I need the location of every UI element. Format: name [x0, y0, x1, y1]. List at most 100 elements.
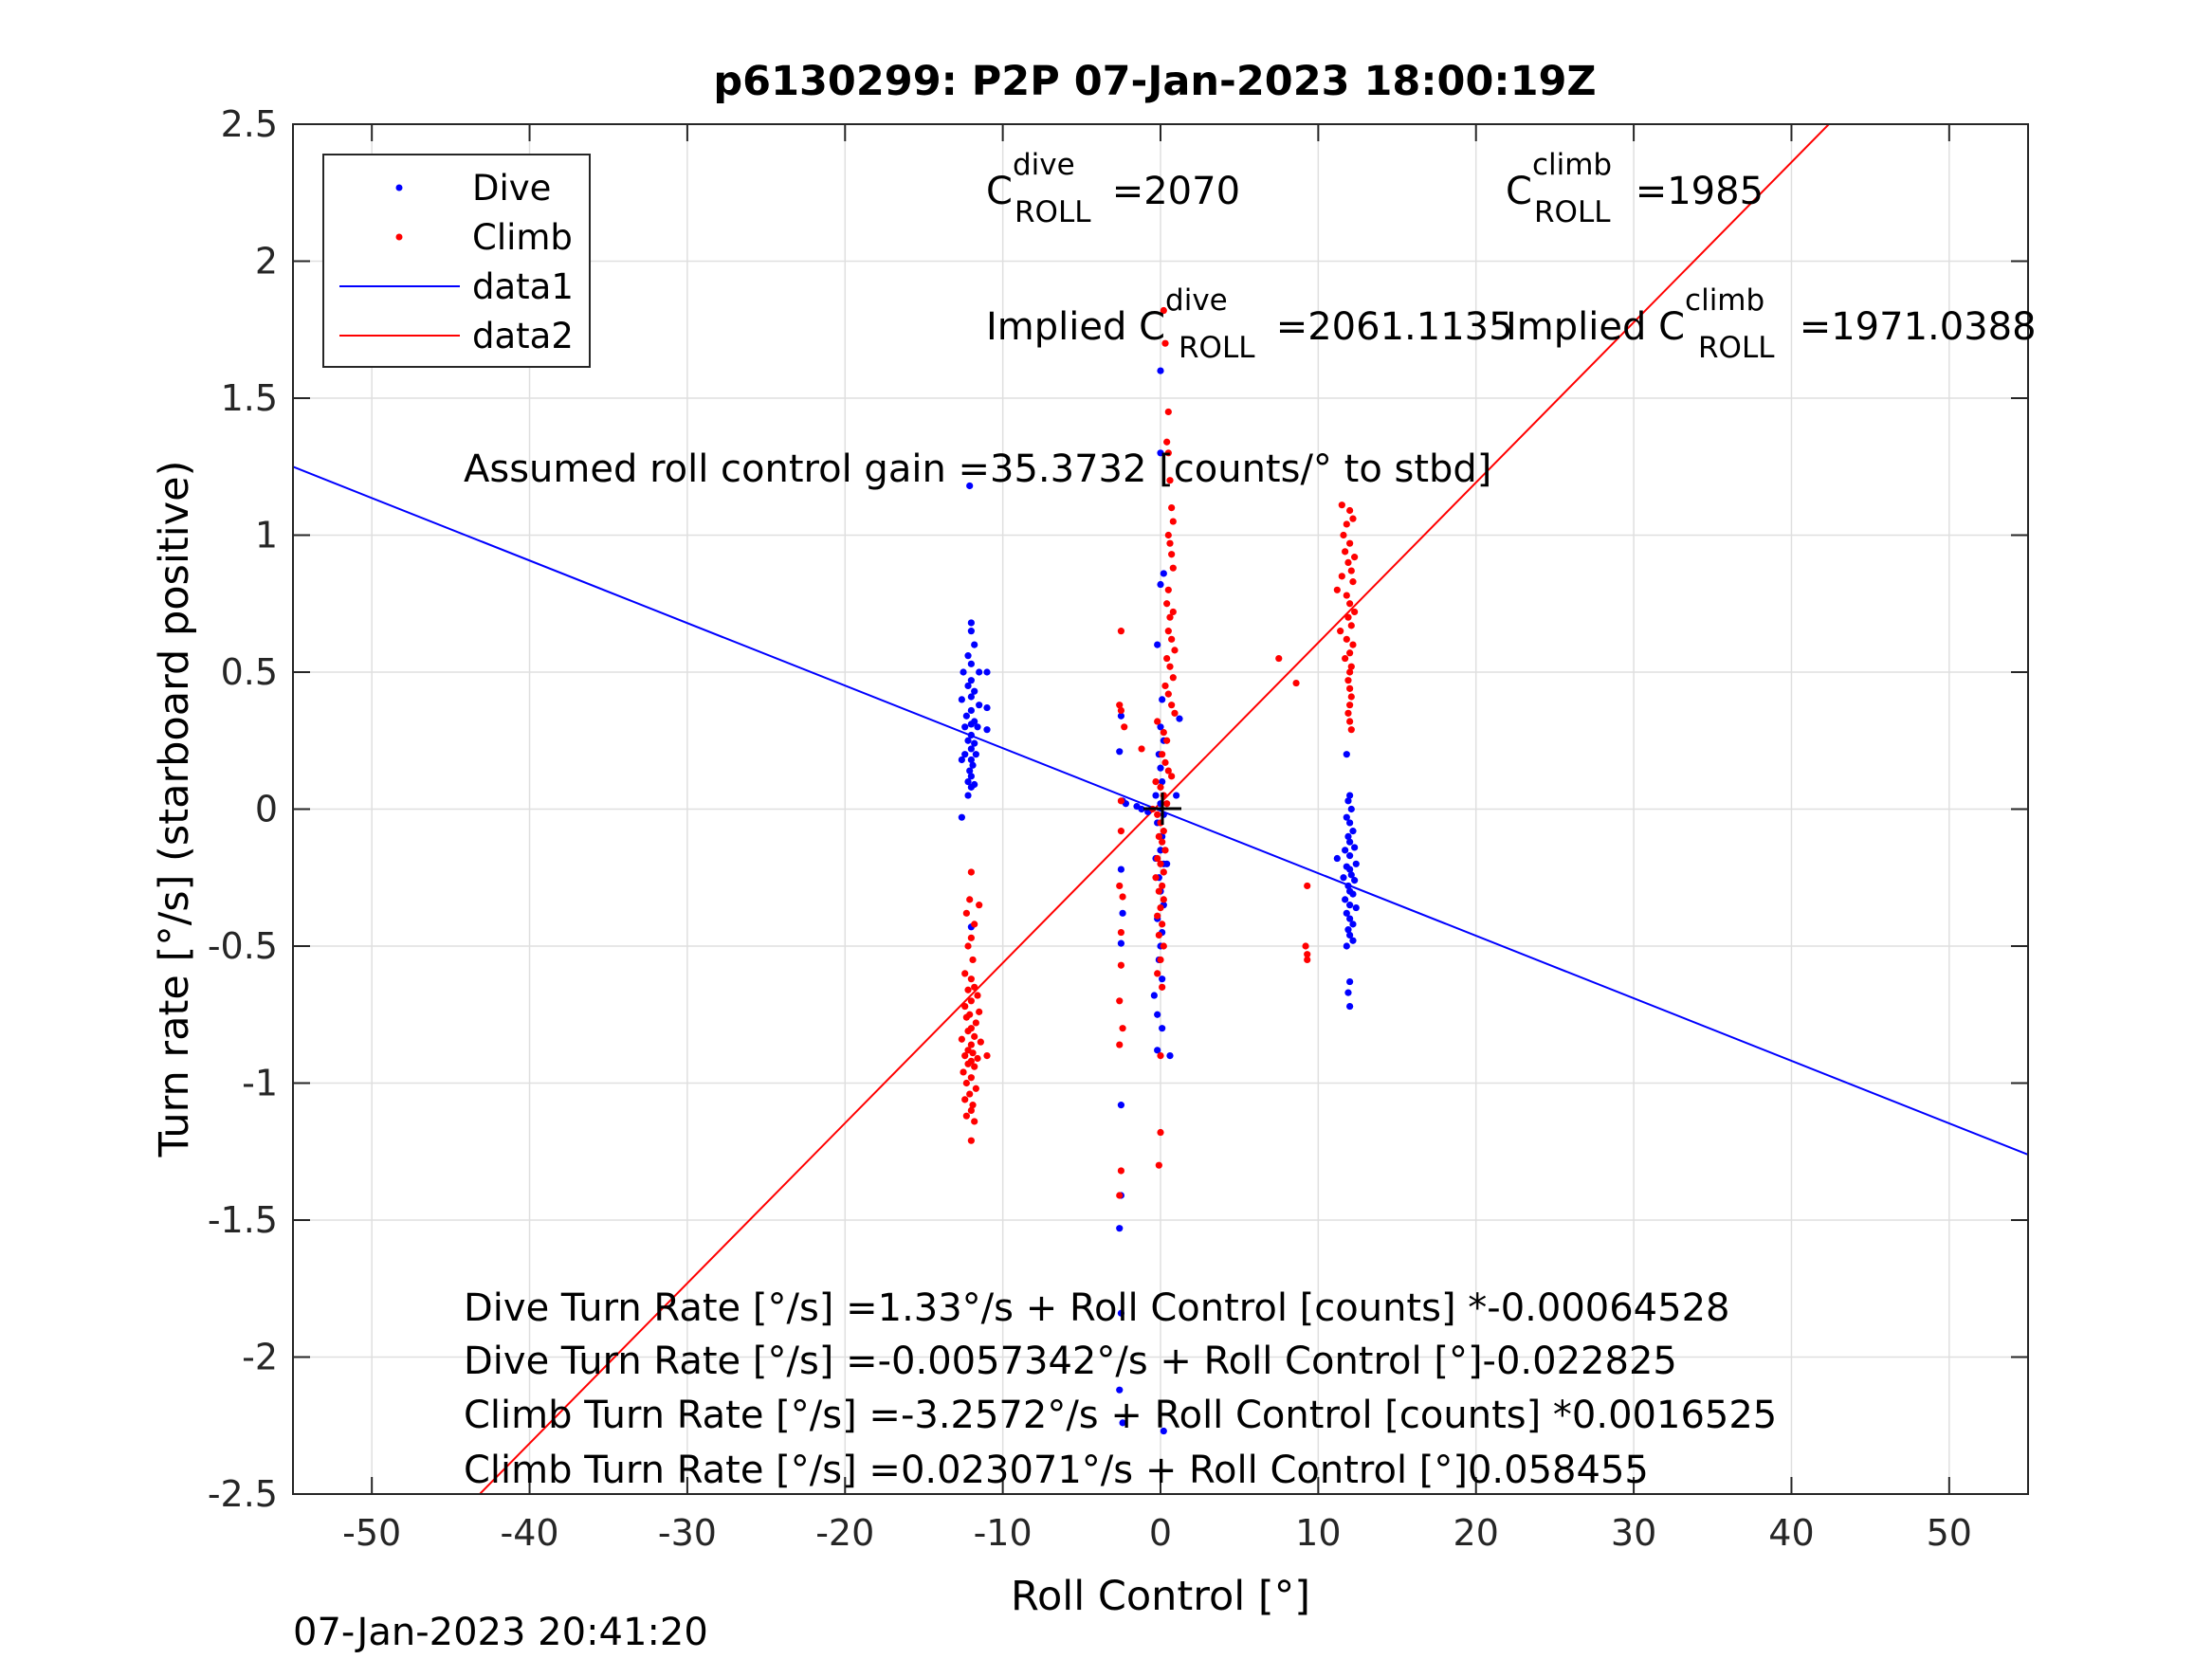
dive-point [1346, 866, 1354, 873]
climb-point [1119, 893, 1126, 901]
legend: Dive Climb data1 data2 [322, 154, 591, 368]
dive-point [961, 751, 969, 758]
climb-point [1342, 654, 1349, 663]
climb-point [1117, 1167, 1125, 1175]
climb-point [1343, 520, 1350, 528]
equation-climb-counts: Climb Turn Rate [°/s] =-3.2572°/s + Roll… [464, 1394, 1777, 1437]
dive-point [1352, 903, 1360, 912]
implied-c-roll-climb-text: Implied Cclimb ROLL =1971.0388 [1506, 283, 2037, 365]
dive-point [1349, 890, 1357, 898]
climb-point [967, 934, 975, 941]
climb-point [976, 1008, 983, 1015]
climb-point [983, 1052, 991, 1060]
climb-point [971, 983, 978, 991]
climb-point [1154, 970, 1161, 977]
climb-point [1152, 778, 1160, 786]
dive-point [1157, 367, 1164, 374]
climb-point [1117, 961, 1125, 969]
dive-point [1344, 832, 1352, 841]
climb-point [1160, 942, 1167, 950]
climb-point [1117, 797, 1125, 805]
climb-point [1164, 531, 1172, 539]
climb-point [1349, 515, 1357, 522]
dive-point [1333, 854, 1341, 863]
dive-point [1117, 1102, 1125, 1109]
y-tick-label: 0.5 [221, 651, 278, 693]
climb-point [1275, 654, 1283, 663]
dive-point [976, 702, 983, 709]
dive-point [1340, 874, 1347, 882]
dive-point [1343, 751, 1350, 758]
x-tick-label: 20 [1453, 1512, 1499, 1554]
climb-point [969, 1049, 977, 1057]
climb-point [1155, 887, 1162, 895]
climb-point [962, 1112, 970, 1120]
climb-point [971, 1063, 978, 1070]
dive-point [1117, 866, 1125, 873]
dive-point [1119, 909, 1126, 917]
dive-point [964, 682, 972, 690]
legend-marker-dive [395, 184, 403, 191]
climb-point [976, 902, 983, 909]
equation-dive-counts: Dive Turn Rate [°/s] =1.33°/s + Roll Con… [464, 1286, 1729, 1330]
dive-point [974, 723, 981, 731]
climb-point [1304, 956, 1311, 964]
climb-point [1161, 847, 1169, 854]
climb-point [971, 1118, 978, 1125]
climb-point [1346, 649, 1354, 657]
climb-point [1347, 567, 1355, 574]
climb-point [967, 1106, 975, 1114]
climb-point [1343, 592, 1350, 599]
dive-point [1117, 712, 1125, 720]
climb-point [1163, 654, 1171, 663]
climb-point [1161, 682, 1169, 690]
dive-point [1116, 748, 1124, 756]
dive-point [967, 720, 975, 728]
axis-ticks [293, 123, 2028, 1495]
climb-point [964, 1060, 972, 1067]
implied-c-roll-dive-text: Implied Cdive ROLL =2061.1135 [986, 283, 1513, 365]
climb-point [1117, 628, 1125, 635]
dive-point [964, 778, 972, 786]
dive-point [1351, 844, 1359, 851]
dive-point [1342, 847, 1349, 854]
roll-gain-text: Assumed roll control gain =35.3732 [coun… [464, 447, 1491, 491]
climb-point [1171, 709, 1179, 717]
x-tick-label: -10 [974, 1512, 1033, 1554]
y-tick-label: -2 [242, 1337, 278, 1378]
dive-point [958, 813, 965, 821]
dive-point [1343, 813, 1350, 821]
climb-point [1154, 854, 1161, 863]
climb-point [958, 1035, 965, 1043]
dive-point [967, 773, 975, 780]
dive-point [1119, 1419, 1126, 1427]
climb-point [962, 1079, 970, 1087]
climb-point [967, 868, 975, 876]
dive-point [1347, 805, 1355, 813]
x-tick-label: 30 [1611, 1512, 1656, 1554]
dive-point [1349, 937, 1357, 944]
climb-point [1166, 613, 1174, 621]
climb-point [1304, 951, 1311, 958]
climb-point [1351, 554, 1359, 561]
climb-point [1117, 928, 1125, 937]
x-tick-label: -50 [342, 1512, 401, 1554]
climb-point [972, 1085, 979, 1092]
dive-point [983, 668, 991, 676]
climb-point [1157, 903, 1164, 912]
legend-label-data2: data2 [472, 316, 574, 356]
climb-point [1344, 677, 1352, 684]
climb-point [962, 1013, 970, 1021]
climb-point [1160, 828, 1167, 835]
climb-point [961, 1052, 969, 1060]
y-tick-label: -0.5 [208, 925, 278, 967]
dive-point [983, 726, 991, 734]
fit-line-data1 [293, 465, 2028, 1156]
climb-point [1347, 726, 1355, 734]
climb-point [1155, 832, 1162, 841]
dive-point [967, 756, 975, 764]
dive-point [1173, 792, 1180, 799]
climb-point [1160, 896, 1167, 903]
dive-point [1152, 792, 1160, 799]
climb-point [1169, 674, 1177, 682]
